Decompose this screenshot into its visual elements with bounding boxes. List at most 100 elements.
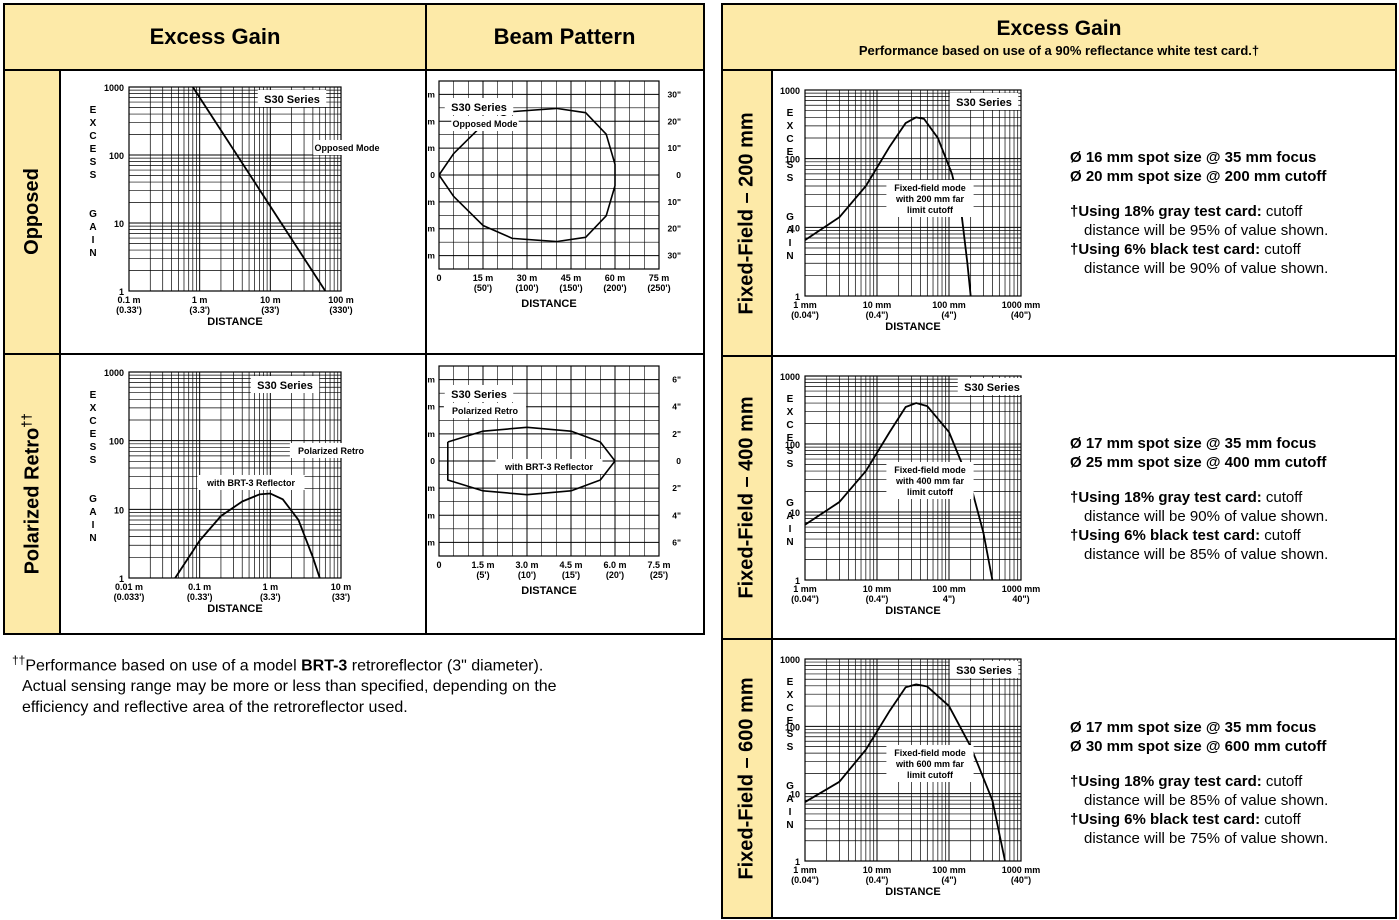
info-ff600-black: †Using 6% black test card: cutoff xyxy=(1070,810,1390,829)
plot-border xyxy=(128,86,342,292)
x-tick-label-alt: (40") xyxy=(1011,310,1031,320)
x-tick-label: 45 m xyxy=(561,273,582,283)
info-ff400: Ø 17 mm spot size @ 35 mm focus Ø 25 mm … xyxy=(1070,434,1390,564)
x-tick-label: 3.0 m xyxy=(515,560,538,570)
x-tick-label-alt: (100') xyxy=(515,283,538,293)
plot-border xyxy=(804,375,1022,581)
info-ff200-black-label: †Using 6% black test card: xyxy=(1070,241,1261,258)
info-ff600-black-label: †Using 6% black test card: xyxy=(1070,811,1261,828)
y-tick-label: 1000 xyxy=(780,372,800,382)
row-label-ff200: Fixed-Field – 200 mm xyxy=(723,71,771,355)
x-axis-label: DISTANCE xyxy=(207,316,262,328)
footnote: ††Performance based on use of a model BR… xyxy=(12,650,712,718)
info-ff200-gray-line2: distance will be 95% of value shown. xyxy=(1084,222,1329,239)
y-tick-label-right: 20" xyxy=(668,224,682,234)
mode-label-bg xyxy=(886,462,974,499)
info-ff400-black-line2: distance will be 85% of value shown. xyxy=(1084,546,1329,563)
info-ff400-gray-rest: cutoff xyxy=(1265,489,1303,506)
x-tick-label: 1 m xyxy=(263,582,279,592)
x-tick-label: 1 mm xyxy=(793,584,817,594)
y-tick-label: 1 xyxy=(795,576,800,586)
y-axis-letter: N xyxy=(786,251,793,262)
plot-border xyxy=(438,365,660,557)
gain-curve xyxy=(192,86,327,292)
footnote-post: retroreflector (3" diameter). xyxy=(347,657,544,675)
y-tick-label: 10 xyxy=(790,223,800,233)
x-tick-label-alt: (0.033') xyxy=(114,592,145,602)
x-tick-label-alt: (50') xyxy=(474,283,492,293)
x-axis-label: DISTANCE xyxy=(521,585,576,597)
x-tick-label: 0 xyxy=(436,273,441,283)
y-tick-label: 100 xyxy=(109,437,124,447)
right-header-sub: Performance based on use of a 90% reflec… xyxy=(858,42,1260,58)
y-tick-label-left: 0 xyxy=(430,456,435,466)
info-ff600-spot2: Ø 30 mm spot size @ 600 mm cutoff xyxy=(1070,738,1327,755)
mode-label-0: Opposed Mode xyxy=(453,119,518,129)
info-ff200-black: †Using 6% black test card: cutoff xyxy=(1070,240,1390,259)
info-ff200-gray: †Using 18% gray test card: cutoff xyxy=(1070,202,1390,221)
plot-border xyxy=(128,371,342,579)
x-tick-label: 10 mm xyxy=(863,865,892,875)
x-tick-label-alt: 4") xyxy=(943,594,955,604)
x-tick-label-alt: (20') xyxy=(606,570,624,580)
x-tick-label: 75 m xyxy=(649,273,670,283)
y-axis-letter: S xyxy=(787,729,794,740)
gain-curve xyxy=(174,492,321,579)
row-label-opposed: Opposed xyxy=(5,70,59,353)
info-ff600-black-rest: cutoff xyxy=(1264,811,1301,828)
info-ff200-gray-label: †Using 18% gray test card: xyxy=(1070,203,1262,220)
y-tick-label: 100 xyxy=(785,440,800,450)
series-label-0: S30 Series xyxy=(264,94,320,106)
x-tick-label: 0.1 m xyxy=(117,295,140,305)
y-tick-label: 1000 xyxy=(780,655,800,665)
x-tick-label: 1 mm xyxy=(793,300,817,310)
y-tick-label-left: 100 mm xyxy=(427,510,435,520)
y-tick-label: 10 xyxy=(114,505,124,515)
gain-curve xyxy=(804,683,1006,862)
info-ff200: Ø 16 mm spot size @ 35 mm focus Ø 20 mm … xyxy=(1070,148,1390,278)
row-label-ff600: Fixed-Field – 600 mm xyxy=(723,640,771,917)
x-tick-label-alt: (3.3') xyxy=(189,305,210,315)
x-tick-label-alt: (0.4") xyxy=(866,875,889,885)
beam-pattern-opposed-chart: 750 mm 30" 500 mm 20" 250 mm 10" 0 0 250 mm 10" 50… xyxy=(427,80,682,310)
y-axis-letter: X xyxy=(787,690,794,701)
y-tick-label-right: 0 xyxy=(676,170,681,180)
mode-label-2-0: with BRT-3 Reflector xyxy=(206,478,296,488)
y-axis-letter: E xyxy=(787,394,794,405)
y-axis-letter: C xyxy=(786,703,793,714)
mode-label-bg xyxy=(886,180,974,217)
mode-label-0: Polarized Retro xyxy=(298,446,365,456)
x-axis-label: DISTANCE xyxy=(885,886,940,898)
x-tick-label-alt: (0.4") xyxy=(866,310,889,320)
y-tick-label: 100 xyxy=(785,155,800,165)
beam-pattern-retro-chart: 150 mm 6" 100 mm 4" 50 mm 2" 0 0 50 mm 2" 100 mm 4"… xyxy=(427,365,681,597)
mode-label-0: Fixed-field mode xyxy=(894,748,966,758)
mode-label-2-bg xyxy=(495,459,603,474)
y-axis-letter: S xyxy=(787,459,794,470)
info-ff600: Ø 17 mm spot size @ 35 mm focus Ø 30 mm … xyxy=(1070,718,1390,848)
y-tick-label-left: 250 mm xyxy=(427,143,435,153)
y-tick-label: 100 xyxy=(109,151,124,161)
footnote-line3: efficiency and reflective area of the re… xyxy=(22,699,408,717)
row-label-ff400-text: Fixed-Field – 400 mm xyxy=(735,396,758,599)
y-tick-label-left: 50 mm xyxy=(427,429,435,439)
header-excess-gain-text: Excess Gain xyxy=(149,24,281,49)
mode-label-bg xyxy=(313,140,381,155)
y-axis-letter: S xyxy=(787,446,794,457)
info-ff400-spot2: Ø 25 mm spot size @ 400 mm cutoff xyxy=(1070,454,1327,471)
x-tick-label: 100 mm xyxy=(932,865,966,875)
y-axis-letter: E xyxy=(787,716,794,727)
gain-curve xyxy=(804,116,972,297)
y-axis-letter: C xyxy=(786,134,793,145)
y-tick-label: 1000 xyxy=(104,83,124,93)
row-label-ff200-text: Fixed-Field – 200 mm xyxy=(735,111,758,315)
info-ff200-black-rest: cutoff xyxy=(1264,241,1301,258)
x-tick-label: 10 m xyxy=(260,295,281,305)
y-axis-letter: C xyxy=(89,131,96,142)
info-ff200-spot2: Ø 20 mm spot size @ 200 mm cutoff xyxy=(1070,168,1327,185)
y-tick-label-right: 10" xyxy=(668,197,682,207)
left-table: Excess Gain Beam Pattern Opposed Polariz… xyxy=(3,3,705,635)
y-axis-letter: E xyxy=(787,433,794,444)
